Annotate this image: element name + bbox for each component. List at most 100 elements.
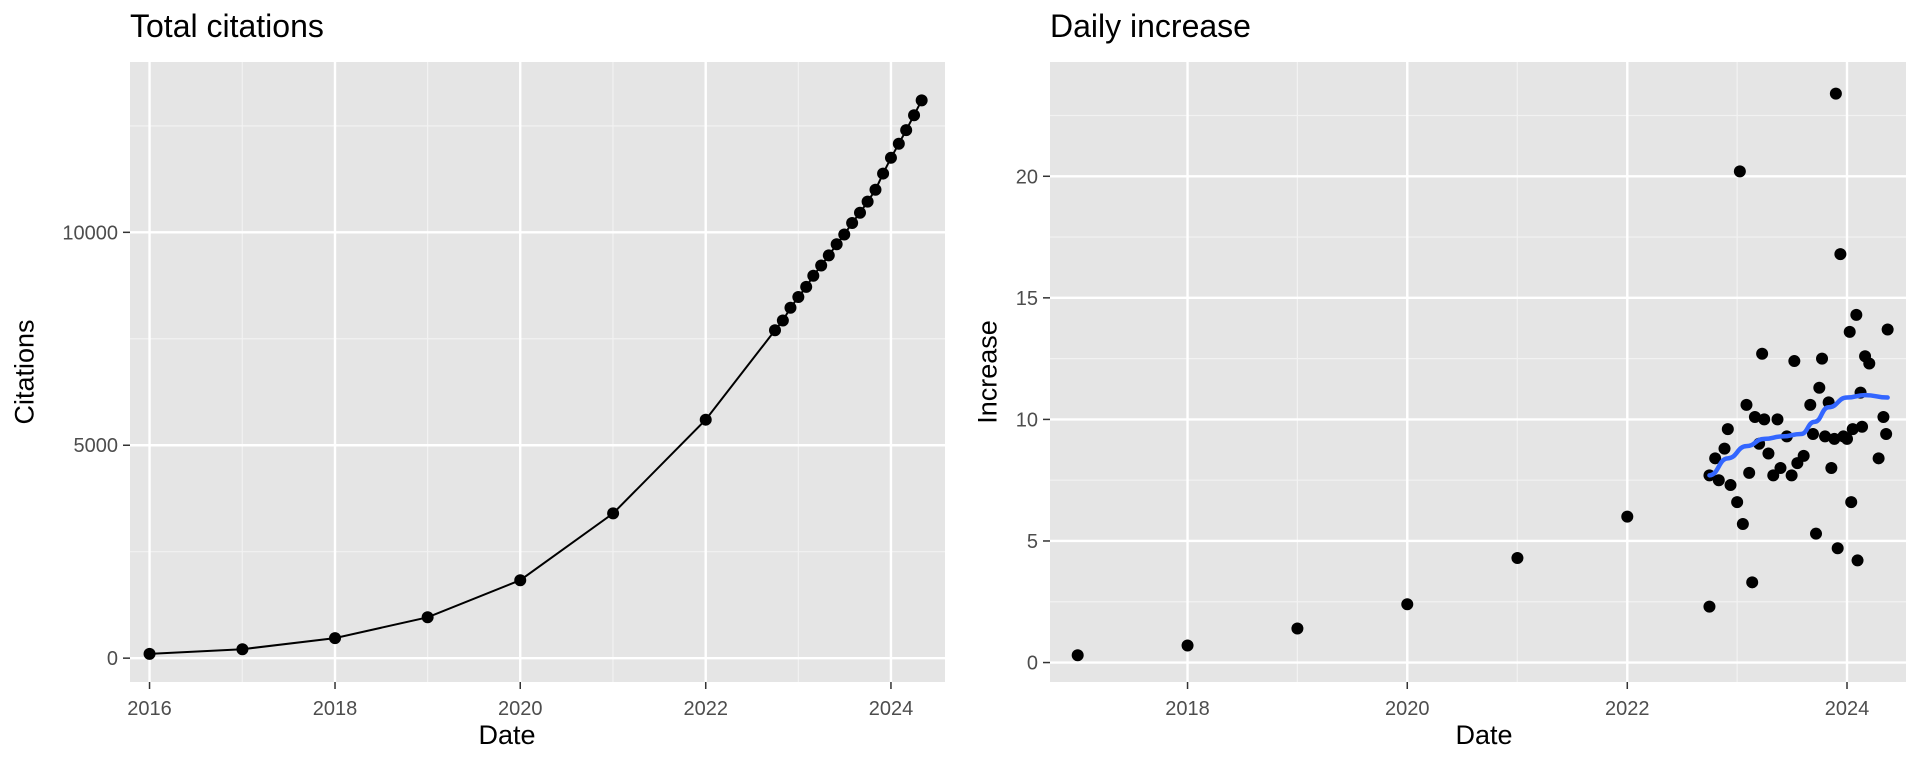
data-point	[900, 124, 913, 137]
data-point	[1828, 432, 1841, 445]
data-point	[1829, 87, 1842, 100]
x-tick-label: 2016	[127, 698, 172, 720]
data-point	[1733, 165, 1746, 178]
left-minor-gridlines	[130, 62, 945, 682]
y-tick-label: 5000	[74, 435, 119, 457]
data-point	[1703, 600, 1716, 613]
data-point	[1721, 423, 1734, 436]
data-point	[861, 195, 874, 208]
y-tick-label: 5	[1027, 531, 1038, 553]
x-tick-label: 2018	[313, 698, 358, 720]
left-series	[143, 94, 928, 660]
left-plot-background	[130, 62, 945, 682]
data-point	[1788, 355, 1801, 368]
data-point	[1850, 308, 1863, 321]
data-point	[1816, 352, 1829, 365]
data-point	[1621, 510, 1634, 523]
right-series	[1071, 87, 1894, 662]
y-tick-label: 10	[1016, 409, 1038, 431]
data-point	[807, 269, 820, 282]
data-point	[815, 259, 828, 272]
trend-line	[1707, 392, 1890, 478]
data-point	[329, 632, 342, 645]
data-point	[607, 507, 620, 520]
right-chart-title: Daily increase	[1050, 8, 1251, 44]
data-point	[699, 413, 712, 426]
data-point	[1771, 413, 1784, 426]
y-tick-label: 15	[1016, 288, 1038, 310]
data-point	[1841, 432, 1854, 445]
data-point	[800, 280, 813, 293]
right-x-axis-title: Date	[1455, 720, 1513, 750]
data-point	[1071, 649, 1084, 662]
x-tick-label: 2020	[498, 698, 543, 720]
right-minor-gridlines	[1050, 62, 1906, 682]
data-point	[1758, 413, 1771, 426]
left-chart-title: Total citations	[130, 8, 324, 44]
x-tick-label: 2020	[1385, 698, 1430, 720]
data-point	[143, 647, 156, 660]
data-point	[1863, 357, 1876, 370]
data-point	[514, 574, 527, 587]
data-point	[1756, 347, 1769, 360]
y-tick-label: 0	[107, 648, 118, 670]
data-point	[1851, 554, 1864, 567]
data-point	[1748, 410, 1761, 423]
left-axis-ticks: 2016 2018 2020 2022 2024 0 5000 10000	[62, 222, 913, 720]
data-point	[1740, 398, 1753, 411]
data-point	[784, 301, 797, 314]
data-point	[853, 206, 866, 219]
data-point	[768, 324, 781, 337]
data-point	[1843, 325, 1856, 338]
data-point	[1731, 496, 1744, 509]
data-point	[1712, 474, 1725, 487]
x-tick-label: 2022	[1605, 698, 1650, 720]
y-tick-label: 20	[1016, 166, 1038, 188]
data-point	[1401, 598, 1414, 611]
data-point	[1810, 527, 1823, 540]
x-tick-label: 2024	[1825, 698, 1870, 720]
data-point	[1746, 576, 1759, 589]
x-tick-label: 2022	[683, 698, 728, 720]
data-point	[1797, 449, 1810, 462]
right-major-gridlines	[1050, 62, 1906, 682]
data-point	[1877, 410, 1890, 423]
data-point	[908, 109, 921, 122]
data-point	[1785, 469, 1798, 482]
right-plot-background	[1050, 62, 1906, 682]
right-chart: 2018 2020 2022 2024 0 5 10 15 20	[1016, 62, 1906, 720]
data-point	[1856, 420, 1869, 433]
data-point	[1846, 423, 1859, 436]
data-point	[915, 94, 928, 107]
data-point	[1834, 248, 1847, 261]
data-point	[1774, 462, 1787, 475]
data-point	[1872, 452, 1885, 465]
data-point	[1767, 469, 1780, 482]
x-tick-label: 2018	[1165, 698, 1210, 720]
data-point	[846, 216, 859, 229]
data-point	[892, 137, 905, 150]
data-point	[1845, 496, 1858, 509]
right-y-axis-title: Increase	[972, 320, 1003, 424]
right-axis-ticks: 2018 2020 2022 2024 0 5 10 15 20	[1016, 166, 1870, 720]
data-point	[1181, 639, 1194, 652]
data-point	[1831, 542, 1844, 555]
data-point	[1804, 398, 1817, 411]
data-point	[1511, 552, 1524, 564]
data-point	[838, 228, 851, 241]
x-tick-label: 2024	[869, 698, 914, 720]
data-point	[1724, 479, 1737, 492]
data-point	[877, 167, 890, 180]
left-chart: 2016 2018 2020 2022 2024 0 5000 10000	[62, 62, 945, 720]
data-point	[822, 249, 835, 262]
data-point	[776, 314, 789, 327]
data-point	[1743, 466, 1756, 479]
data-point	[1819, 430, 1832, 443]
data-point	[830, 238, 843, 251]
data-point	[1291, 622, 1304, 635]
data-point	[1813, 381, 1826, 394]
data-point	[1718, 442, 1731, 455]
data-point	[792, 291, 805, 304]
data-point	[1880, 428, 1893, 440]
